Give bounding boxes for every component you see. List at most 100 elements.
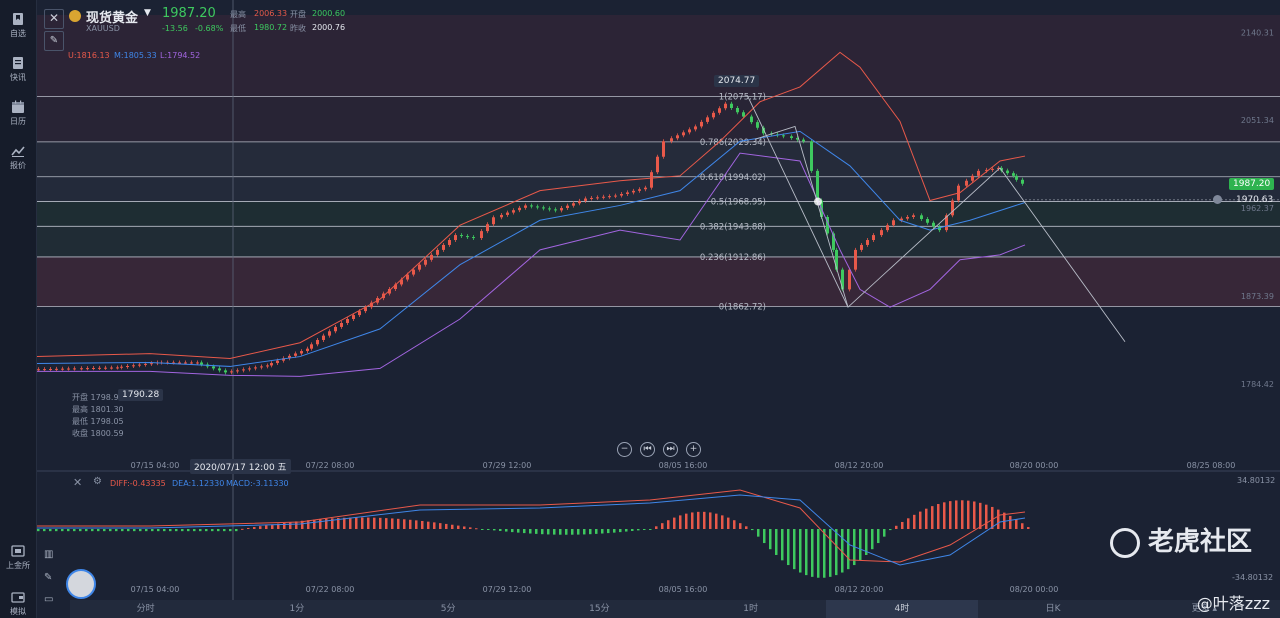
kline-chart[interactable]: 1(2075.17) 0.786(2029.34) 0.618(1994.02) 0.… [37, 0, 1280, 600]
macd-time-axis-label: 08/05 16:00 [659, 585, 708, 594]
sidebar-item-demo[interactable]: 模拟 [0, 590, 36, 617]
macd-histogram-bar [55, 529, 58, 532]
macd-histogram-bar [637, 529, 640, 531]
macd-histogram-bar [319, 519, 322, 529]
sidebar-item-calendar[interactable]: 日历 [0, 100, 36, 127]
tab-5m[interactable]: 5分 [440, 604, 456, 614]
macd-histogram-bar [811, 529, 814, 577]
tab-more[interactable]: 更多 ▴ [1191, 604, 1218, 614]
sidebar-item-watchlist[interactable]: 自选 [0, 12, 36, 39]
macd-histogram-bar [241, 528, 244, 530]
macd-histogram-bar [235, 529, 238, 532]
sidebar-item-news[interactable]: 快讯 [0, 56, 36, 83]
macd-histogram-bar [79, 529, 82, 532]
macd-histogram-bar [805, 529, 808, 576]
macd-time-axis-label: 07/22 08:00 [306, 585, 355, 594]
pencil-icon[interactable]: ✎ [44, 572, 53, 583]
macd-histogram-bar [313, 519, 316, 529]
fib-band [37, 226, 1280, 257]
scroll-start-button[interactable]: ⏮ [640, 442, 655, 457]
timeframe-tabs: 分时 1分 5分 15分 1时 4时 日K 更多 ▴ [70, 600, 1280, 618]
candle-body [500, 214, 503, 218]
macd-histogram-bar [565, 529, 568, 535]
candle-body [742, 112, 745, 117]
macd-settings-button[interactable]: ⚙ [93, 476, 102, 487]
tab-1h[interactable]: 1时 [743, 604, 758, 614]
high-label: 最高 [230, 10, 246, 19]
candle-body [977, 170, 980, 176]
macd-histogram-bar [1009, 515, 1012, 529]
fib-anchor-point [814, 197, 822, 206]
alarm-bell-icon[interactable] [1213, 195, 1222, 204]
fib-band [37, 96, 1280, 142]
candle-body [322, 335, 325, 340]
macd-histogram-bar [997, 509, 1000, 529]
tab-1m[interactable]: 1分 [289, 604, 305, 614]
candle-body [991, 168, 994, 170]
candle-body [196, 362, 199, 364]
close-icon: ✕ [48, 11, 60, 25]
tab-daily[interactable]: 日K [1045, 604, 1061, 614]
candle-body [248, 368, 251, 370]
tab-15m[interactable]: 15分 [589, 604, 610, 614]
close-drawing-button[interactable]: ✕ [44, 9, 64, 29]
sidebar-item-sge[interactable]: 上金所 [0, 544, 36, 571]
candle-body [644, 187, 647, 190]
price-axis-label: 2140.31 [1241, 28, 1274, 37]
layers-icon[interactable]: ▭ [44, 594, 54, 605]
candle-body [116, 367, 119, 369]
zoom-in-button[interactable]: + [686, 442, 701, 457]
zoom-out-button[interactable]: − [617, 442, 632, 457]
candle-body [480, 231, 483, 239]
indicator-icon[interactable]: ▥ [44, 549, 54, 560]
candle-body [73, 368, 76, 370]
tab-4h[interactable]: 4时 [826, 600, 978, 618]
candle-body [872, 235, 875, 241]
macd-histogram-bar [295, 521, 298, 529]
candle-body [548, 208, 551, 210]
macd-histogram-bar [661, 523, 664, 529]
candle-body [810, 141, 813, 171]
tab-timeshare[interactable]: 分时 [136, 604, 155, 614]
macd-histogram-bar [247, 527, 250, 529]
skip-back-icon: ⏮ [643, 444, 652, 454]
sidebar-item-quotes[interactable]: 报价 [0, 144, 36, 171]
macd-close-button[interactable]: ✕ [73, 476, 82, 489]
macd-histogram-bar [595, 529, 598, 534]
macd-histogram-bar [505, 529, 508, 532]
candle-body [370, 302, 373, 308]
candle-body [418, 264, 421, 270]
candle-body [892, 220, 895, 226]
instrument-name[interactable]: 现货黄金 [86, 11, 139, 26]
macd-histogram-bar [919, 511, 922, 529]
avatar[interactable] [66, 569, 96, 599]
chart-trend-icon [11, 146, 25, 157]
macd-histogram-bar [337, 518, 340, 529]
macd-histogram-bar [901, 521, 904, 529]
last-price: 1987.20 [162, 6, 216, 21]
candle-body [37, 369, 40, 371]
chevron-down-icon[interactable]: ▼ [144, 8, 151, 18]
macd-histogram-bar [367, 517, 370, 529]
macd-histogram-bar [613, 529, 616, 533]
macd-histogram-bar [667, 520, 670, 529]
main-pane [37, 0, 1280, 470]
candle-body [926, 219, 929, 223]
macd-histogram-bar [469, 527, 472, 529]
boll-upper: U:1816.13 [68, 51, 110, 60]
candle-body [560, 208, 563, 211]
candle-body [608, 196, 611, 198]
fib-label: 1(2075.17) [719, 93, 766, 103]
candle-body [49, 368, 52, 370]
candle-body [310, 344, 313, 349]
time-axis-label: 08/12 20:00 [835, 461, 884, 470]
candle-body [316, 339, 319, 345]
scroll-end-button[interactable]: ⏭ [663, 442, 678, 457]
macd-histogram-bar [481, 529, 484, 530]
boll-mid-line [37, 130, 1026, 367]
draw-tool-button[interactable]: ✎ [44, 31, 64, 51]
macd-histogram-bar [457, 525, 460, 529]
macd-histogram-bar [331, 518, 334, 529]
current-price-tag: 1987.20 [1229, 178, 1275, 190]
gold-coin-icon [69, 10, 81, 22]
